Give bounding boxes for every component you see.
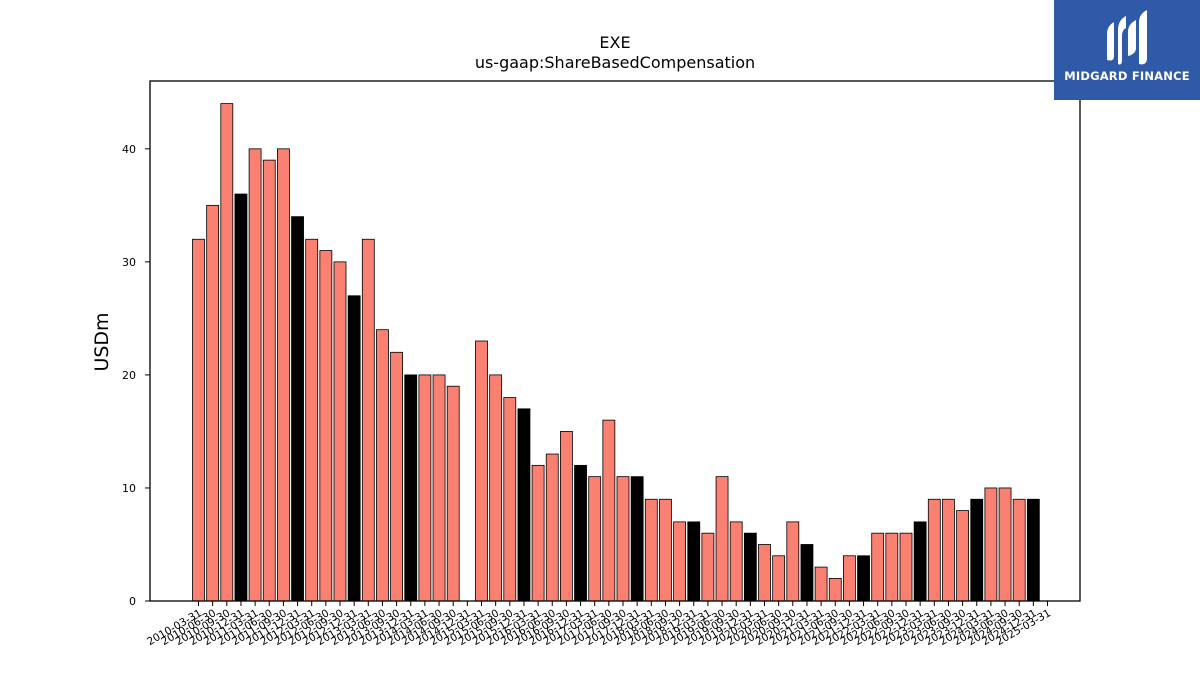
bar-2013-03-31	[361, 238, 375, 602]
bar-2011-03-31	[248, 148, 262, 602]
y-tick-label: 30	[122, 256, 136, 269]
bar-2013-09-30	[390, 351, 404, 602]
y-axis-label: USDm	[91, 312, 113, 371]
bar-2010-03-31	[192, 238, 205, 602]
bar-2023-12-31	[970, 498, 984, 602]
bar-2016-12-31	[574, 464, 587, 602]
bar-2017-09-30	[616, 476, 630, 602]
bar-2016-09-30	[560, 431, 573, 602]
plot-frame	[149, 80, 1081, 602]
bar-2019-03-31	[701, 532, 715, 602]
bar-2021-09-30	[843, 555, 856, 602]
bar-2023-09-30	[956, 510, 969, 602]
bar-2022-03-31	[871, 532, 885, 602]
bar-2012-12-31	[347, 295, 361, 602]
y-tick-label: 20	[122, 369, 136, 382]
bar-2019-06-30	[715, 476, 729, 602]
bar-2017-03-31	[588, 476, 602, 602]
bar-2014-06-30	[432, 374, 446, 602]
bar-2015-03-31	[475, 340, 488, 602]
y-tick-label: 0	[129, 595, 136, 608]
bar-2018-12-31	[687, 521, 701, 602]
bar-2020-03-31	[758, 544, 771, 602]
bar-2021-12-31	[857, 555, 870, 602]
bar-2019-12-31	[743, 532, 757, 602]
bar-2017-06-30	[602, 419, 616, 602]
bar-2018-06-30	[659, 498, 672, 602]
bar-2022-09-30	[899, 532, 913, 602]
bar-2018-03-31	[644, 498, 658, 602]
bar-2012-03-31	[305, 238, 319, 602]
bar-2015-06-30	[489, 374, 503, 602]
brand-logo: MIDGARD FINANCE	[1054, 0, 1200, 100]
bar-2024-12-31	[1026, 498, 1040, 602]
bar-2016-03-31	[531, 464, 545, 602]
bar-2015-12-31	[517, 408, 531, 602]
bar-2020-12-31	[800, 544, 814, 602]
brand-name: MIDGARD FINANCE	[1064, 69, 1190, 83]
bar-2024-03-31	[984, 487, 998, 602]
bar-2011-12-31	[291, 216, 304, 602]
bar-2013-06-30	[376, 329, 389, 602]
bar-2010-06-30	[206, 204, 220, 602]
bar-2021-06-30	[828, 577, 842, 602]
bar-2022-06-30	[885, 532, 899, 602]
bar-2023-06-30	[942, 498, 955, 602]
bar-2018-09-30	[673, 521, 686, 602]
bar-2013-12-31	[404, 374, 418, 602]
bar-2019-09-30	[729, 521, 743, 602]
bar-2011-09-30	[276, 148, 290, 602]
bar-2021-03-31	[814, 566, 828, 602]
bar-2012-09-30	[333, 261, 347, 602]
y-tick-label: 10	[122, 482, 136, 495]
bar-2020-06-30	[772, 555, 786, 602]
chart-subtitle: us-gaap:ShareBasedCompensation	[475, 53, 755, 72]
bar-2017-12-31	[630, 476, 644, 602]
bar-2024-09-30	[1012, 498, 1026, 602]
bar-2014-09-30	[446, 385, 460, 602]
bar-2023-03-31	[927, 498, 941, 602]
x-axis-ticks: 2010-03-312010-06-302010-09-302010-12-31…	[145, 601, 1053, 648]
bar-2020-09-30	[786, 521, 800, 602]
bar-2015-09-30	[503, 397, 517, 602]
bar-2016-06-30	[545, 453, 559, 602]
brand-mark-icon	[1107, 10, 1147, 65]
bar-2022-12-31	[913, 521, 927, 602]
y-axis-ticks: 0 10 20 30 40	[122, 143, 150, 608]
bar-2014-03-31	[418, 374, 432, 602]
bar-2010-09-30	[220, 103, 234, 602]
bar-2010-12-31	[234, 193, 248, 602]
bar-2012-06-30	[319, 250, 333, 602]
bar-2011-06-30	[262, 159, 276, 602]
bars-layer	[192, 103, 1040, 602]
bar-2024-06-30	[998, 487, 1012, 602]
chart-title: EXE	[599, 33, 630, 52]
y-tick-label: 40	[122, 143, 136, 156]
